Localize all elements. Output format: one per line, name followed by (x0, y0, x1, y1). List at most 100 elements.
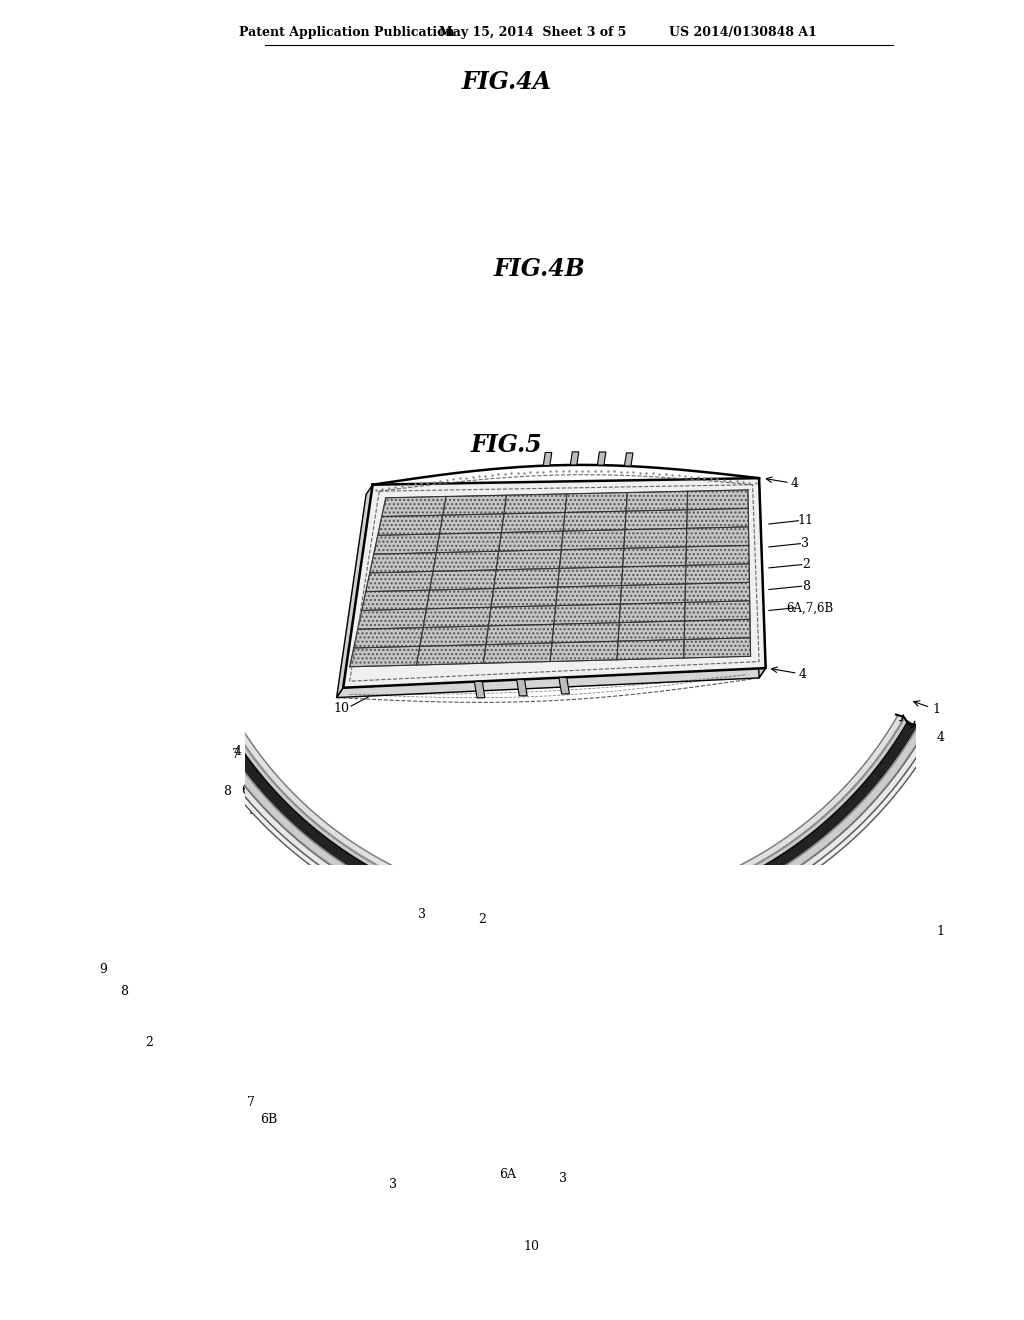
Text: 8: 8 (223, 784, 230, 797)
Text: 1: 1 (936, 925, 944, 939)
Polygon shape (378, 515, 442, 536)
Text: 4: 4 (937, 731, 945, 744)
Text: US 2014/0130848 A1: US 2014/0130848 A1 (669, 26, 817, 40)
Polygon shape (137, 932, 916, 1183)
Polygon shape (433, 552, 499, 572)
Polygon shape (228, 715, 903, 913)
Text: 3: 3 (559, 1172, 567, 1185)
Polygon shape (172, 1015, 223, 1069)
Polygon shape (684, 619, 751, 639)
Text: 3: 3 (418, 908, 426, 920)
Polygon shape (474, 681, 485, 698)
Text: 7: 7 (247, 1097, 255, 1110)
Text: 6B: 6B (260, 1113, 278, 1126)
Polygon shape (685, 601, 750, 620)
Text: 6A: 6A (500, 1168, 516, 1181)
Polygon shape (552, 623, 620, 643)
Text: FIG.4B: FIG.4B (494, 256, 586, 281)
Polygon shape (565, 492, 628, 512)
Polygon shape (625, 453, 633, 466)
Polygon shape (350, 647, 420, 667)
Polygon shape (492, 587, 558, 607)
Polygon shape (430, 570, 497, 590)
Polygon shape (685, 564, 750, 583)
Text: 6B: 6B (276, 801, 294, 814)
Polygon shape (570, 451, 579, 465)
Polygon shape (559, 677, 569, 694)
Polygon shape (488, 606, 556, 626)
Polygon shape (625, 510, 687, 529)
Polygon shape (561, 529, 625, 549)
Polygon shape (554, 605, 621, 624)
Text: FIG.5: FIG.5 (471, 433, 543, 458)
Text: 10: 10 (524, 1239, 540, 1253)
Polygon shape (616, 639, 684, 660)
Polygon shape (366, 572, 433, 591)
Polygon shape (559, 548, 624, 569)
Text: 9: 9 (249, 804, 257, 817)
Polygon shape (687, 508, 749, 528)
Text: 8: 8 (802, 579, 810, 593)
Text: 7: 7 (231, 748, 240, 762)
Polygon shape (686, 545, 750, 565)
Polygon shape (544, 453, 552, 466)
Polygon shape (563, 511, 626, 531)
Polygon shape (417, 644, 486, 665)
Polygon shape (423, 607, 492, 627)
Polygon shape (504, 494, 567, 513)
Polygon shape (376, 1155, 432, 1192)
Polygon shape (357, 609, 426, 630)
Polygon shape (686, 527, 749, 546)
Text: 2: 2 (478, 913, 486, 927)
Polygon shape (353, 627, 423, 648)
Polygon shape (597, 451, 606, 465)
Polygon shape (624, 528, 687, 548)
Text: FIG.4A: FIG.4A (462, 70, 552, 94)
Text: 4: 4 (234, 744, 242, 758)
Polygon shape (618, 620, 685, 642)
Polygon shape (374, 535, 439, 554)
Polygon shape (426, 589, 494, 609)
Polygon shape (127, 937, 926, 1195)
Polygon shape (497, 549, 561, 570)
Polygon shape (361, 590, 430, 610)
Polygon shape (621, 583, 685, 605)
Text: 3: 3 (801, 537, 809, 550)
Polygon shape (620, 602, 685, 623)
Polygon shape (337, 484, 373, 697)
Polygon shape (208, 727, 925, 939)
Polygon shape (201, 731, 931, 945)
Polygon shape (502, 512, 565, 532)
Polygon shape (370, 553, 436, 573)
Text: 8: 8 (121, 985, 129, 998)
Polygon shape (442, 495, 507, 515)
Polygon shape (439, 513, 504, 535)
Text: 3: 3 (389, 1177, 397, 1191)
Text: 4: 4 (792, 477, 799, 490)
Polygon shape (829, 1015, 882, 1069)
Polygon shape (550, 642, 618, 661)
Polygon shape (687, 490, 749, 510)
Text: 9: 9 (99, 962, 108, 975)
Polygon shape (556, 586, 622, 606)
Polygon shape (622, 565, 686, 586)
Text: 1: 1 (932, 704, 940, 715)
Polygon shape (343, 478, 766, 688)
Polygon shape (337, 488, 759, 697)
Text: 6A,7,6B: 6A,7,6B (785, 602, 834, 614)
Polygon shape (494, 569, 559, 589)
Polygon shape (626, 491, 687, 511)
Polygon shape (753, 478, 766, 678)
Text: 2: 2 (145, 1036, 154, 1049)
Polygon shape (621, 1155, 677, 1192)
Polygon shape (558, 566, 623, 587)
Text: 6A: 6A (242, 784, 259, 797)
Polygon shape (382, 496, 446, 516)
Polygon shape (337, 668, 766, 697)
Text: Patent Application Publication: Patent Application Publication (239, 26, 455, 40)
Polygon shape (197, 734, 935, 950)
Polygon shape (499, 531, 563, 552)
Polygon shape (685, 582, 750, 602)
Polygon shape (214, 722, 919, 931)
Text: 11: 11 (797, 515, 813, 527)
